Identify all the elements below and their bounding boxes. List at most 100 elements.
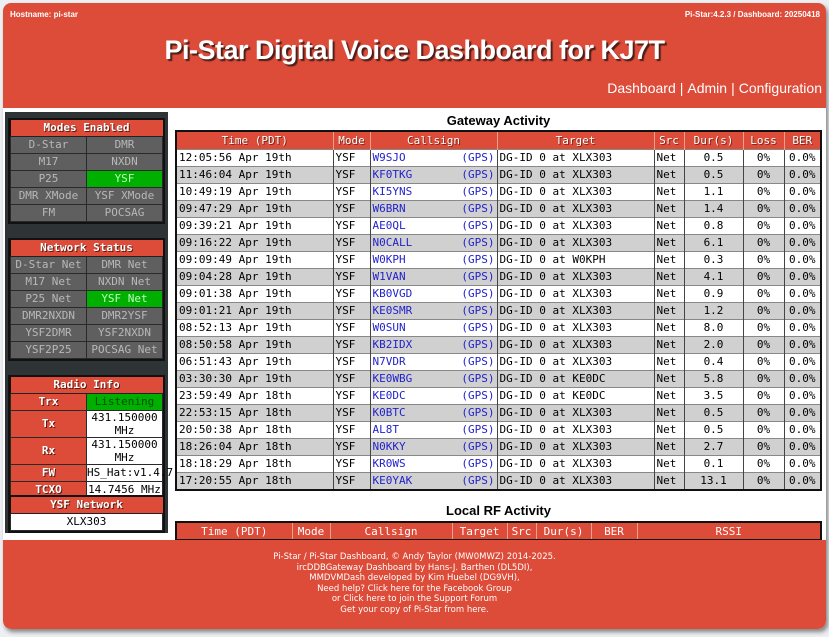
col-time[interactable]: Time (PDT) <box>177 132 333 149</box>
facebook-group-link[interactable]: Need help? Click here for the Facebook G… <box>317 583 512 594</box>
row-target: DG-ID 0 at XLX303 <box>496 335 654 353</box>
col-duration[interactable]: Dur(s) <box>683 132 743 149</box>
row-loss: 0% <box>742 216 784 234</box>
tcxo-label: TCXO <box>10 480 87 499</box>
col-loss[interactable]: Loss <box>742 132 784 149</box>
gps-link[interactable]: (GPS) <box>461 474 495 488</box>
callsign-link[interactable]: KB2IDX <box>372 338 413 351</box>
row-src: Net <box>653 233 684 251</box>
row-src: Net <box>653 386 684 404</box>
page-header: Hostname: pi-star Pi-Star:4.2.3 / Dashbo… <box>3 3 826 108</box>
rf-col-mode[interactable]: Mode <box>291 523 330 539</box>
callsign-link[interactable]: W6BRN <box>372 202 406 215</box>
gps-link[interactable]: (GPS) <box>461 168 495 181</box>
col-target[interactable]: Target <box>496 132 654 149</box>
col-callsign[interactable]: Callsign <box>369 132 497 149</box>
row-loss: 0% <box>742 284 784 302</box>
row-ber: 0.0% <box>783 437 820 455</box>
callsign-link[interactable]: W1VAN <box>372 270 406 283</box>
row-duration: 0.3 <box>683 250 743 268</box>
nav-admin-link[interactable]: Admin <box>687 80 728 96</box>
rf-col-ber[interactable]: BER <box>590 523 637 539</box>
row-callsign-cell: KB0VGD (GPS) <box>369 284 497 302</box>
callsign-link[interactable]: W9SJO <box>372 151 406 164</box>
row-callsign-cell: W0KPH (GPS) <box>369 250 497 268</box>
row-target: DG-ID 0 at XLX303 <box>496 267 654 285</box>
gps-link[interactable]: (GPS) <box>461 440 495 453</box>
row-mode: YSF <box>332 437 370 455</box>
callsign-link[interactable]: K0BTC <box>372 406 406 419</box>
callsign-link[interactable]: AL8T <box>372 423 400 436</box>
callsign-link[interactable]: N0CALL <box>372 236 413 249</box>
rf-col-rssi[interactable]: RSSI <box>636 523 820 539</box>
row-target: DG-ID 0 at XLX303 <box>496 216 654 234</box>
rf-col-callsign[interactable]: Callsign <box>329 523 452 539</box>
nav-configuration-link[interactable]: Configuration <box>738 80 822 96</box>
rf-col-time[interactable]: Time (PDT) <box>177 523 292 539</box>
nav-dashboard-link[interactable]: Dashboard <box>607 80 676 96</box>
gps-link[interactable]: (GPS) <box>461 219 495 232</box>
gps-link[interactable]: (GPS) <box>461 338 495 351</box>
row-src: Net <box>653 165 684 183</box>
gps-link[interactable]: (GPS) <box>461 355 495 368</box>
row-target: DG-ID 0 at W0KPH <box>496 250 654 268</box>
rf-col-src[interactable]: Src <box>506 523 536 539</box>
callsign-link[interactable]: KI5YNS <box>372 185 413 198</box>
gps-link[interactable]: (GPS) <box>461 151 495 164</box>
hostname-label: Hostname: pi-star <box>10 10 79 19</box>
col-src[interactable]: Src <box>653 132 684 149</box>
gps-link[interactable]: (GPS) <box>461 321 495 334</box>
get-pistar-link[interactable]: Get your copy of Pi-Star from here. <box>340 604 489 615</box>
callsign-link[interactable]: W0SUN <box>372 321 406 334</box>
callsign-link[interactable]: KE0DC <box>372 389 406 402</box>
row-callsign-cell: W6BRN (GPS) <box>369 199 497 217</box>
gps-link[interactable]: (GPS) <box>461 287 495 300</box>
col-mode[interactable]: Mode <box>332 132 370 149</box>
callsign-link[interactable]: W0KPH <box>372 253 406 266</box>
row-src: Net <box>653 284 684 302</box>
callsign-link[interactable]: KR0WS <box>372 457 406 470</box>
row-ber: 0.0% <box>783 267 820 285</box>
callsign-link[interactable]: KE0YAK <box>372 474 413 488</box>
row-duration: 0.4 <box>683 352 743 370</box>
row-mode: YSF <box>332 267 370 285</box>
footer-ircddb-credit: ircDDBGateway Dashboard by Hans-J. Barth… <box>296 562 533 573</box>
row-time: 09:01:38 Apr 19th <box>177 284 333 302</box>
mode-dstar: D-Star <box>10 135 87 154</box>
gps-link[interactable]: (GPS) <box>461 389 495 402</box>
mode-m17: M17 <box>10 152 87 171</box>
gps-link[interactable]: (GPS) <box>461 185 495 198</box>
gps-link[interactable]: (GPS) <box>461 406 495 419</box>
row-loss: 0% <box>742 318 784 336</box>
callsign-link[interactable]: N0KKY <box>372 440 406 453</box>
gps-link[interactable]: (GPS) <box>461 372 495 385</box>
row-mode: YSF <box>332 352 370 370</box>
gps-link[interactable]: (GPS) <box>461 457 495 470</box>
callsign-link[interactable]: N7VDR <box>372 355 406 368</box>
ysf-network-title: YSF Network <box>10 497 163 514</box>
footer-copyright: Pi-Star / Pi-Star Dashboard, © Andy Tayl… <box>273 552 556 562</box>
row-ber: 0.0% <box>783 403 820 421</box>
rf-col-duration[interactable]: Dur(s) <box>535 523 591 539</box>
callsign-link[interactable]: KE0WBG <box>372 372 413 385</box>
gps-link[interactable]: (GPS) <box>461 202 495 215</box>
gps-link[interactable]: (GPS) <box>461 270 495 283</box>
callsign-link[interactable]: KE0SMR <box>372 304 413 317</box>
gps-link[interactable]: (GPS) <box>461 304 495 317</box>
support-forum-link[interactable]: or Click here to join the Support Forum <box>331 594 498 604</box>
rf-col-target[interactable]: Target <box>451 523 507 539</box>
table-row: 18:18:29 Apr 18th YSF KR0WS (GPS) DG-ID 0 at… <box>177 454 820 472</box>
table-row: 12:05:56 Apr 19th YSF W9SJO (GPS) DG-ID 0 at… <box>177 148 820 166</box>
gps-link[interactable]: (GPS) <box>461 423 495 436</box>
table-row: 09:16:22 Apr 19th YSF N0CALL (GPS) DG-ID 0 a… <box>177 233 820 251</box>
gps-link[interactable]: (GPS) <box>461 236 495 249</box>
row-ber: 0.0% <box>783 148 820 166</box>
row-src: Net <box>653 267 684 285</box>
gps-link[interactable]: (GPS) <box>461 253 495 266</box>
callsign-link[interactable]: AE0QL <box>372 219 406 232</box>
col-ber[interactable]: BER <box>783 132 820 149</box>
row-callsign-cell: KE0YAK (GPS) <box>369 471 497 489</box>
callsign-link[interactable]: KF0TKG <box>372 168 413 181</box>
table-row: 06:51:43 Apr 19th YSF N7VDR (GPS) DG-ID 0 at… <box>177 352 820 370</box>
callsign-link[interactable]: KB0VGD <box>372 287 413 300</box>
